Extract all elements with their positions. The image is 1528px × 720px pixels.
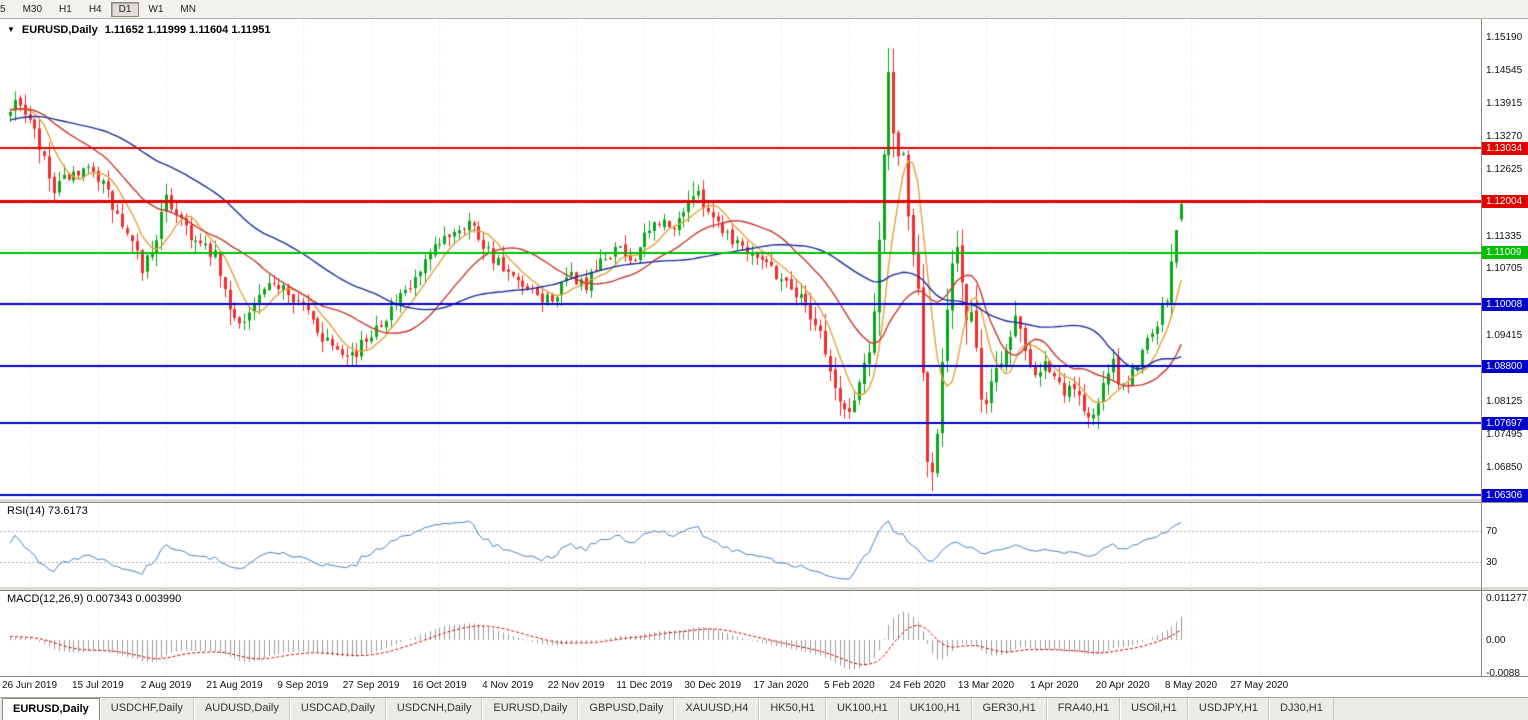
- time-axis-label: 2 Aug 2019: [140, 680, 192, 691]
- timeframe-button-5[interactable]: 5: [0, 3, 6, 15]
- chart-tab-fra40-h1[interactable]: FRA40,H1: [1046, 698, 1121, 720]
- price-axis[interactable]: 1.15190 1.14545 1.13915 1.13270 1.12625 1.113…: [1481, 19, 1528, 679]
- chart-tab-usdcad-daily[interactable]: USDCAD,Daily: [289, 698, 386, 720]
- time-axis-label: 8 May 2020: [1164, 680, 1218, 691]
- rsi-axis-label: 70: [1486, 526, 1498, 537]
- price-axis-tick: 1.11335: [1486, 230, 1522, 242]
- price-axis-tick: 1.10705: [1486, 263, 1523, 275]
- price-level-badge: 1.08800: [1482, 359, 1528, 373]
- price-axis-tick: 1.07495: [1486, 428, 1523, 440]
- time-axis-label: 9 Sep 2019: [277, 680, 329, 691]
- chart-tab-xauusd-h4[interactable]: XAUUSD,H4: [674, 698, 760, 720]
- panel-separator[interactable]: [0, 498, 1528, 503]
- time-axis-label: 20 Apr 2020: [1095, 680, 1150, 691]
- chart-tab-hk50-h1[interactable]: HK50,H1: [759, 698, 826, 720]
- price-level-badge: 1.10008: [1482, 297, 1528, 311]
- chart-tab-usdchf-daily[interactable]: USDCHF,Daily: [99, 698, 194, 720]
- time-axis-label: 4 Nov 2019: [482, 680, 534, 691]
- timeframe-toolbar: 5 M30 H1 H4 D1 W1 MN: [0, 0, 1528, 19]
- timeframe-button-w1[interactable]: W1: [148, 3, 164, 15]
- rsi-panel-canvas[interactable]: [0, 503, 1481, 586]
- chart-header: ▼ EURUSD,Daily 1.11652 1.11999 1.11604 1…: [5, 24, 273, 36]
- chart-tab-audusd-daily[interactable]: AUDUSD,Daily: [193, 698, 290, 720]
- macd-indicator-label: MACD(12,26,9) 0.007343 0.003990: [5, 593, 184, 605]
- time-axis-label: 5 Feb 2020: [824, 680, 875, 691]
- macd-axis-label: 0.011277: [1486, 592, 1527, 604]
- chart-bottom-border: [0, 676, 1528, 677]
- price-level-badge: 1.11009: [1482, 246, 1528, 260]
- chart-tab-usdcnh-daily[interactable]: USDCNH,Daily: [385, 698, 483, 720]
- timeframe-button-mn[interactable]: MN: [180, 3, 196, 15]
- price-axis-tick: 1.14545: [1486, 65, 1523, 77]
- price-chart-canvas[interactable]: [0, 19, 1481, 498]
- price-axis-tick: 1.13270: [1486, 130, 1523, 142]
- timeframe-button-m30[interactable]: M30: [22, 3, 43, 15]
- chart-tab-ger30-h1[interactable]: GER30,H1: [971, 698, 1047, 720]
- macd-panel-canvas[interactable]: [0, 591, 1481, 676]
- price-axis-tick: 1.12625: [1486, 164, 1523, 176]
- chart-tab-dj30-h1[interactable]: DJ30,H1: [1269, 698, 1334, 720]
- time-axis-label: 22 Nov 2019: [547, 680, 605, 691]
- rsi-axis-label: 30: [1486, 557, 1498, 568]
- macd-axis-label: 0.00: [1486, 635, 1506, 646]
- chart-tab-usdjpy-h1[interactable]: USDJPY,H1: [1187, 698, 1270, 720]
- rsi-indicator-label: RSI(14) 73.6173: [5, 505, 90, 517]
- time-axis-label: 27 May 2020: [1230, 680, 1289, 691]
- chart-tab-usoil-h1[interactable]: USOil,H1: [1120, 698, 1188, 720]
- price-level-badge: 1.07697: [1482, 416, 1528, 430]
- time-axis-label: 1 Apr 2020: [1030, 680, 1079, 691]
- price-level-badge: 1.06306: [1482, 488, 1528, 502]
- price-axis-tick: 1.08125: [1486, 396, 1523, 408]
- chart-tab-eurusd-daily[interactable]: EURUSD,Daily: [2, 698, 100, 720]
- price-axis-tick: 1.13915: [1486, 97, 1523, 109]
- time-axis-label: 13 Mar 2020: [957, 680, 1015, 691]
- chart-tabs-bar: EURUSD,Daily USDCHF,Daily AUDUSD,Daily USDC…: [0, 697, 1528, 720]
- time-axis-label: 27 Sep 2019: [342, 680, 400, 691]
- chart-tab-gbpusd-daily[interactable]: GBPUSD,Daily: [578, 698, 675, 720]
- chart-menu-icon[interactable]: ▼: [7, 25, 15, 34]
- price-axis-tick: 1.06850: [1486, 461, 1523, 473]
- time-axis-label: 15 Jul 2019: [71, 680, 124, 691]
- time-axis-label: 24 Feb 2020: [889, 680, 946, 691]
- time-axis-label: 26 Jun 2019: [1, 680, 58, 691]
- chart-ohlc-values: 1.11652 1.11999 1.11604 1.11951: [104, 24, 271, 36]
- macd-axis-label: -0.0088: [1486, 667, 1520, 679]
- panel-separator[interactable]: [0, 586, 1528, 591]
- chart-tab-eurusd-daily[interactable]: EURUSD,Daily: [482, 698, 579, 720]
- chart-tab-uk100-h1[interactable]: UK100,H1: [898, 698, 972, 720]
- time-axis-label: 17 Jan 2020: [753, 680, 809, 691]
- time-axis-label: 16 Oct 2019: [412, 680, 467, 691]
- time-axis-label: 21 Aug 2019: [206, 680, 263, 691]
- timeframe-button-h4[interactable]: H4: [88, 3, 102, 15]
- time-axis-label: 30 Dec 2019: [684, 680, 742, 691]
- time-axis-label: 11 Dec 2019: [616, 680, 673, 691]
- time-axis[interactable]: 26 Jun 2019 15 Jul 2019 2 Aug 2019 21 Aug 2…: [0, 677, 1481, 697]
- chart-tab-uk100-h1[interactable]: UK100,H1: [825, 698, 899, 720]
- price-axis-tick: 1.15190: [1486, 31, 1523, 43]
- timeframe-button-h1[interactable]: H1: [59, 3, 72, 15]
- price-level-badge: 1.13034: [1482, 141, 1528, 155]
- price-level-badge: 1.12004: [1482, 194, 1528, 208]
- price-axis-tick: 1.09415: [1486, 329, 1523, 341]
- timeframe-button-d1[interactable]: D1: [110, 1, 140, 17]
- chart-symbol-label: EURUSD,Daily: [21, 24, 98, 36]
